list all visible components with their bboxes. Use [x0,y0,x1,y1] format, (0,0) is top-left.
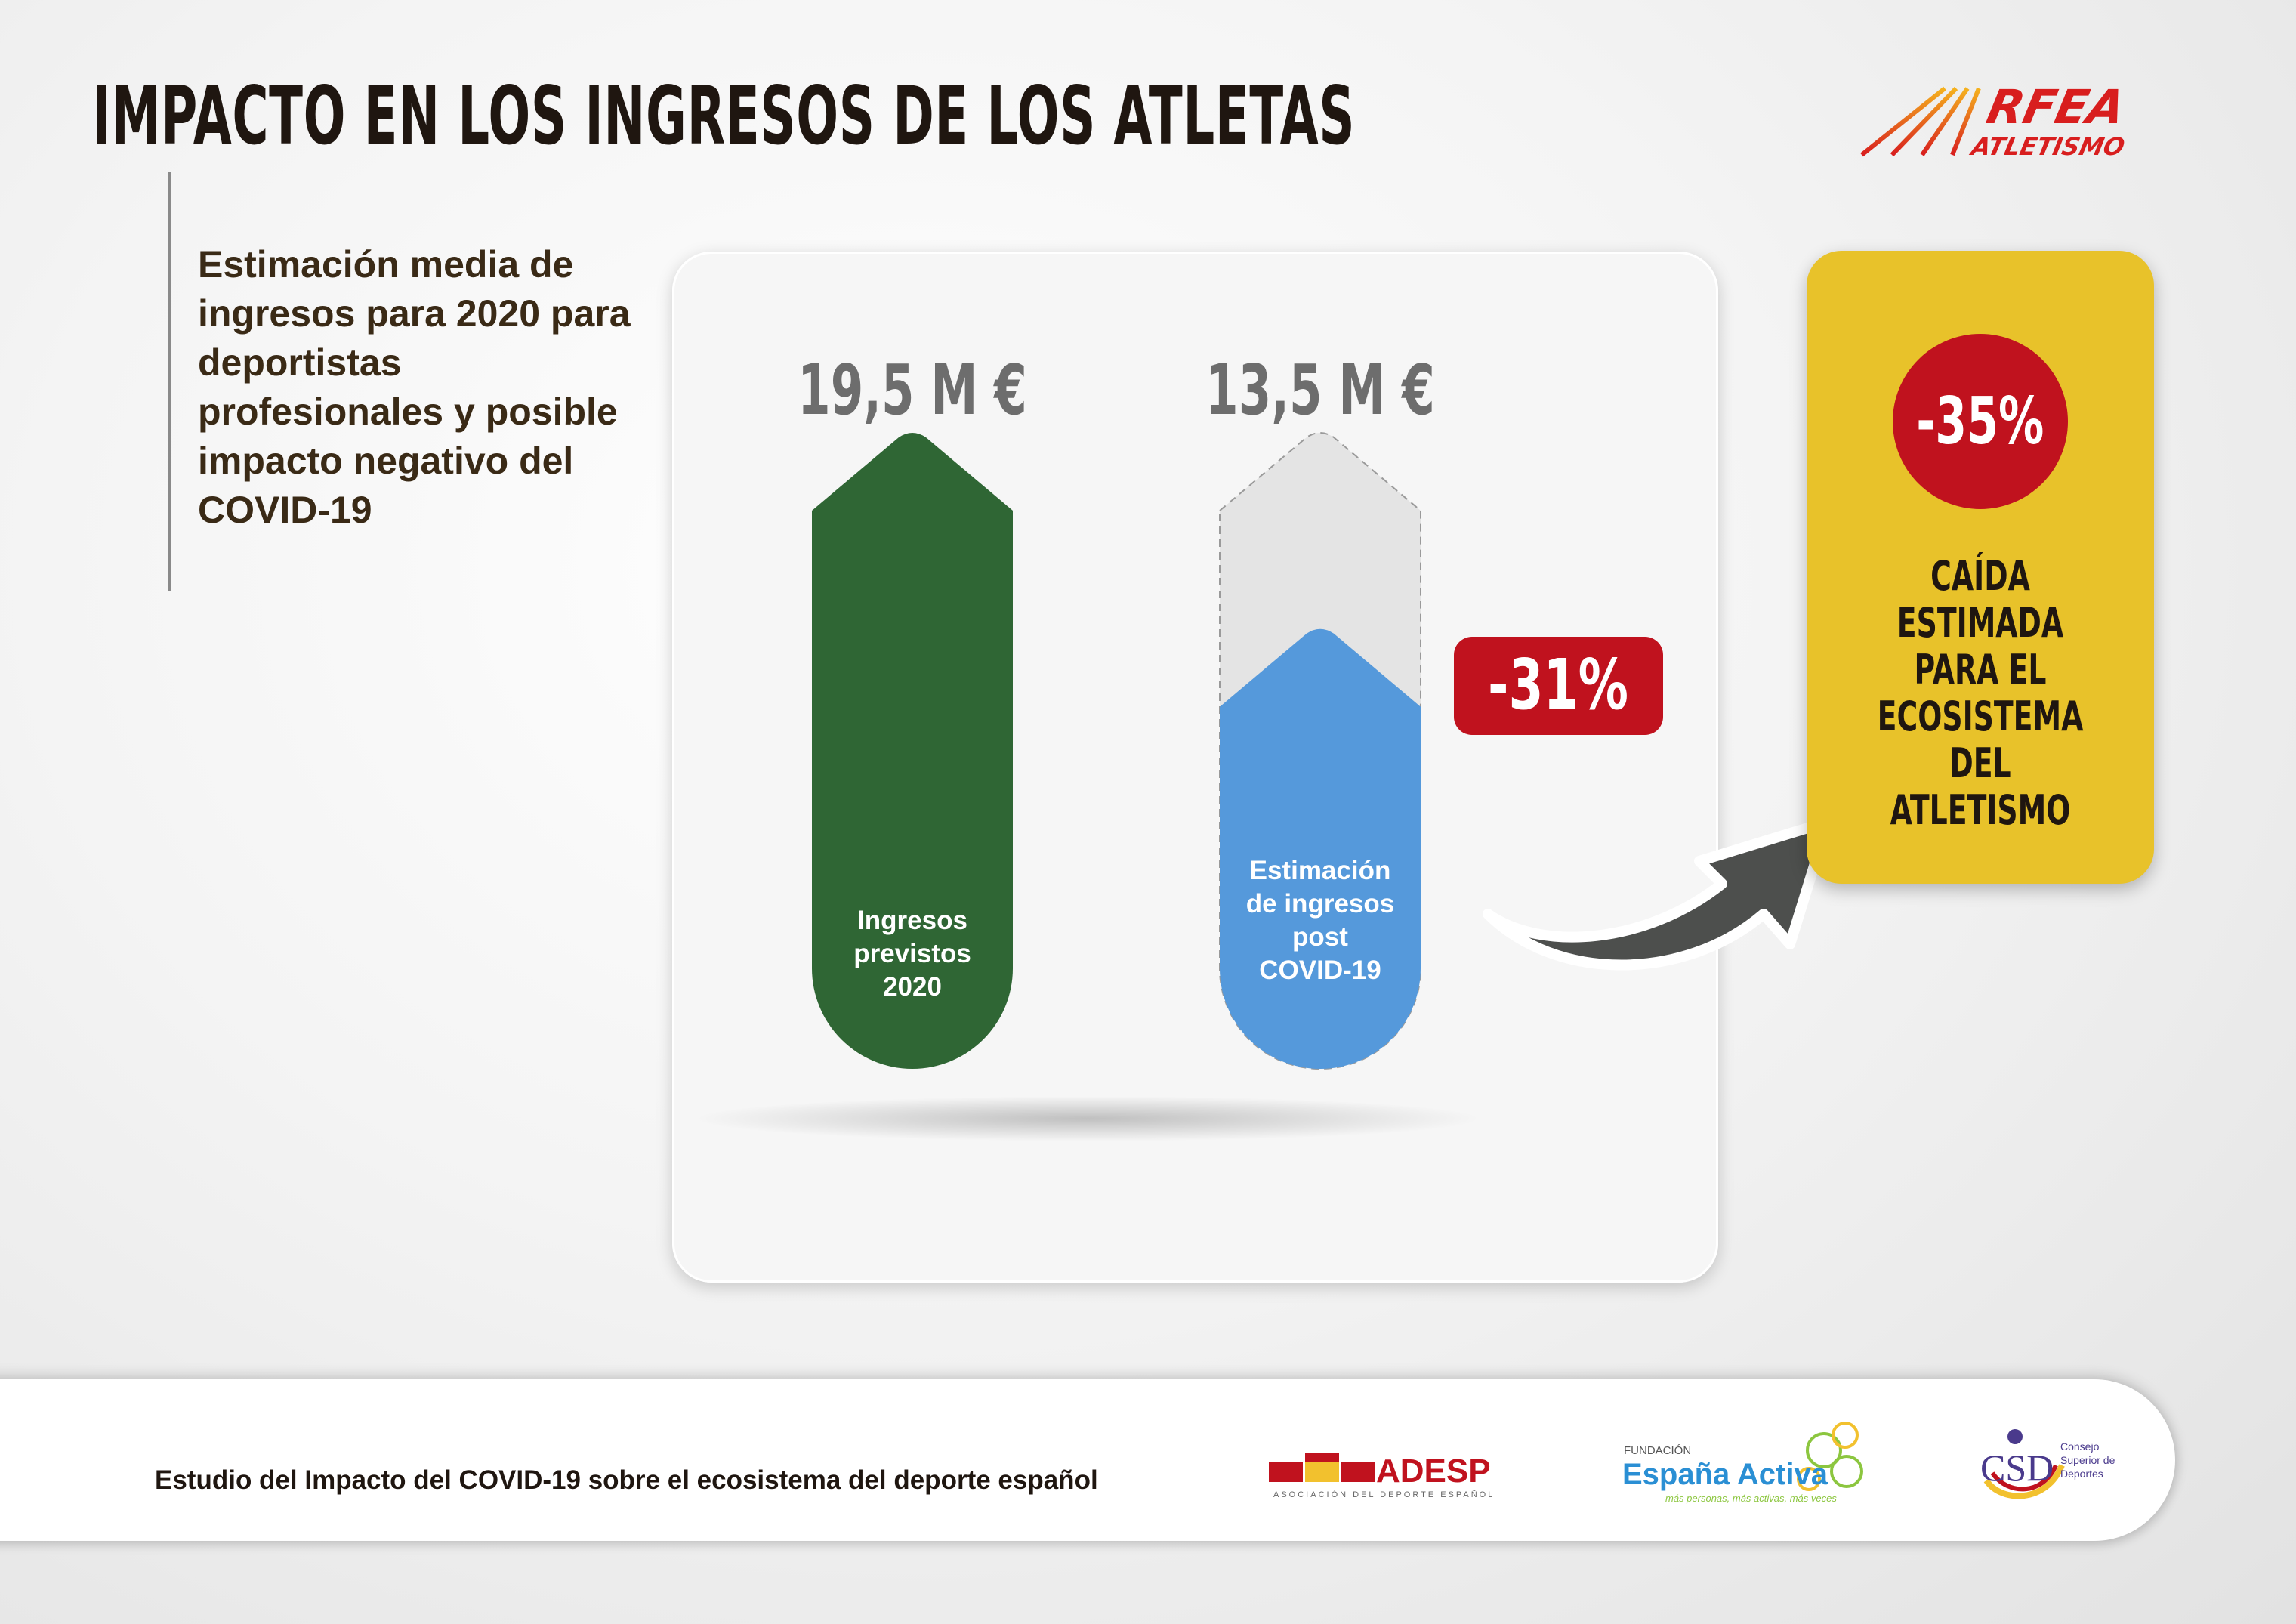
divider-line [168,172,171,591]
bar-category-label-2: de ingresos [1246,889,1394,919]
footer-bar [0,1379,2175,1541]
track-lines-icon [1860,86,1986,157]
bar-value-label-1: 19,5 M € [798,350,1027,431]
summary-card: -35% CAÍDA ESTIMADA PARA EL ECOSISTEMA D… [1807,251,2154,884]
bar-value-label-2: 13,5 M € [1205,350,1435,431]
change-badge: -31% [1454,637,1663,735]
footer-text: Estudio del Impacto del COVID-19 sobre e… [155,1465,1098,1495]
page-title: IMPACTO EN LOS INGRESOS DE LOS ATLETAS [92,69,1356,162]
bar-category-label-1: 2020 [883,972,942,1002]
csd-logo-sub-2: Superior de [2060,1454,2115,1466]
curved-arrow-icon [1483,817,1833,971]
espana-activa-logo: FUNDACIÓN España Activa más personas, má… [1622,1422,1863,1504]
fea-logo-text: España Activa [1622,1458,1828,1491]
adesp-logo-text: ADESP [1376,1453,1491,1490]
rfea-logo-subtext: ATLETISMO [1967,132,2127,161]
bar-category-label-1: Ingresos [857,906,967,935]
rfea-logo: RFEA ATLETISMO [1860,80,2131,161]
bar-category-label-1: previstos [853,939,971,968]
bar-chart: 19,5 M € Ingresos previstos 2020 13,5 M € Est… [695,350,1663,1141]
total-change-badge: -35% [1893,334,2068,509]
bar-2 [1220,628,1421,1069]
bar-category-label-2: COVID-19 [1259,956,1381,985]
bar-1 [812,433,1013,1069]
bar-category-label-2: post [1292,922,1348,952]
adesp-logo: ADESP ASOCIACIÓN DEL DEPORTE ESPAÑOL [1269,1453,1495,1499]
change-badge-bg [1454,637,1663,735]
csd-logo-sub-1: Consejo [2060,1440,2100,1453]
chart-panel: 19,5 M € Ingresos previstos 2020 13,5 M € Est… [672,252,1718,1283]
summary-caption: CAÍDA ESTIMADA PARA EL ECOSISTEMA DEL AT… [1877,552,2084,834]
bar-category-label-2: Estimación [1250,856,1391,885]
csd-logo-text: CSD [1980,1446,2054,1489]
change-badge-label: -31% [1488,644,1628,725]
floor-shadow [695,1096,1480,1141]
rfea-logo-text: RFEA [1983,80,2131,134]
csd-logo-sub-3: Deportes [2060,1468,2103,1480]
adesp-logo-subtext: ASOCIACIÓN DEL DEPORTE ESPAÑOL [1273,1490,1495,1499]
chart-description: Estimación media de ingresos para 2020 p… [198,243,631,531]
total-change-value: -35% [1916,384,2044,459]
fea-logo-top: FUNDACIÓN [1624,1444,1691,1457]
csd-logo: CSD Consejo Superior de Deportes [1980,1429,2115,1499]
fea-logo-subtext: más personas, más activas, más veces [1665,1493,1837,1504]
